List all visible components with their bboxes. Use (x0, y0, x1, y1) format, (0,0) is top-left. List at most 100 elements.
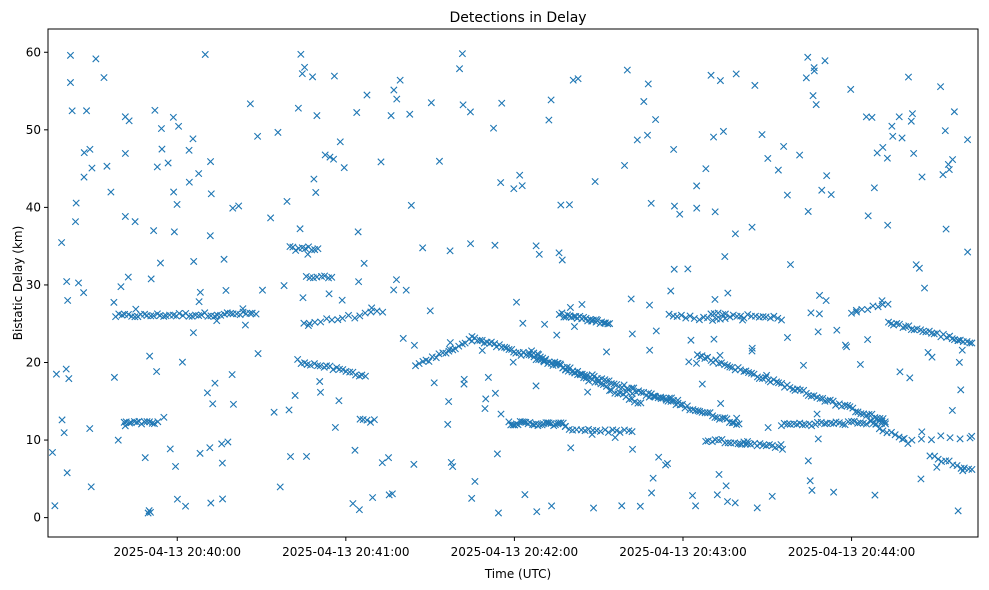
data-point (144, 509, 152, 517)
data-point (810, 64, 818, 72)
data-point (512, 298, 521, 306)
data-point (743, 440, 752, 448)
data-point (311, 318, 319, 326)
data-point (222, 286, 230, 295)
data-point (842, 343, 851, 351)
data-point (246, 100, 254, 108)
data-point (588, 430, 596, 438)
data-point (612, 426, 621, 435)
x-axis: 2025-04-13 20:40:00 2025-04-13 20:41:00 20… (114, 537, 915, 559)
data-point (143, 418, 151, 426)
data-point (665, 310, 673, 318)
data-point (314, 245, 322, 253)
y-axis: 0 10 20 30 40 50 60 (26, 45, 48, 525)
data-point (884, 300, 892, 308)
data-point (655, 453, 663, 461)
chart-title: Detections in Delay (449, 10, 586, 26)
data-point (884, 221, 892, 229)
data-point (665, 394, 674, 402)
data-point (968, 465, 976, 474)
data-point (312, 188, 320, 197)
data-point (753, 504, 761, 512)
data-point (132, 305, 140, 313)
data-point (623, 388, 631, 396)
data-point (714, 309, 722, 317)
data-point (195, 311, 203, 320)
data-point (883, 154, 891, 162)
data-point (780, 142, 788, 151)
data-point (346, 368, 354, 376)
x-axis-label: Time (UTC) (484, 567, 551, 581)
data-point (360, 259, 368, 267)
data-point (818, 186, 826, 194)
data-point (160, 413, 168, 421)
data-point (809, 92, 817, 100)
data-point (378, 459, 386, 467)
x-tick-label: 2025-04-13 20:40:00 (114, 545, 241, 559)
data-point (717, 359, 726, 367)
data-point (166, 445, 174, 453)
data-point (748, 344, 756, 352)
data-point (955, 358, 963, 366)
data-point (688, 491, 697, 500)
data-point (446, 338, 454, 347)
data-point (570, 322, 579, 331)
data-point (662, 461, 670, 469)
data-point (893, 319, 901, 328)
data-point (344, 311, 353, 319)
data-point (724, 289, 732, 297)
data-point (895, 113, 903, 121)
data-point (175, 309, 183, 318)
data-point (852, 306, 860, 314)
data-point (844, 418, 852, 426)
data-point (711, 413, 719, 422)
data-point (907, 117, 915, 125)
data-point (300, 319, 308, 327)
data-point (873, 149, 881, 157)
data-point (721, 252, 729, 261)
data-point (715, 359, 723, 368)
data-point (226, 309, 235, 317)
data-point (239, 305, 247, 313)
data-point (918, 173, 926, 181)
data-point (336, 138, 344, 146)
data-point (520, 418, 528, 426)
data-point (722, 482, 730, 490)
data-point (153, 367, 161, 376)
data-point (777, 440, 785, 449)
data-point (313, 362, 322, 370)
data-point (652, 115, 660, 124)
data-point (850, 417, 858, 425)
data-point (839, 420, 847, 428)
data-point (481, 404, 489, 413)
data-point (444, 420, 452, 428)
data-point (340, 164, 348, 172)
data-point (516, 171, 524, 179)
data-point (878, 419, 886, 427)
y-tick-label: 10 (26, 433, 41, 447)
data-point (806, 477, 814, 485)
data-point (941, 127, 949, 135)
data-point (827, 419, 835, 427)
data-point (570, 312, 578, 321)
data-point (755, 374, 764, 383)
data-point (274, 128, 282, 136)
data-point (103, 162, 111, 170)
data-point (519, 319, 527, 327)
data-point (540, 320, 549, 328)
data-point (643, 131, 652, 139)
data-point (300, 63, 309, 71)
data-point (497, 178, 505, 187)
y-tick-label: 20 (26, 355, 41, 369)
data-point (411, 362, 420, 370)
data-point (455, 342, 463, 350)
data-point (924, 348, 932, 357)
data-point (716, 77, 724, 85)
data-point (334, 316, 342, 324)
x-tick-label: 2025-04-13 20:44:00 (788, 545, 915, 559)
data-point (719, 127, 728, 135)
data-point (203, 389, 212, 397)
data-point (62, 365, 70, 373)
data-point (627, 295, 635, 303)
